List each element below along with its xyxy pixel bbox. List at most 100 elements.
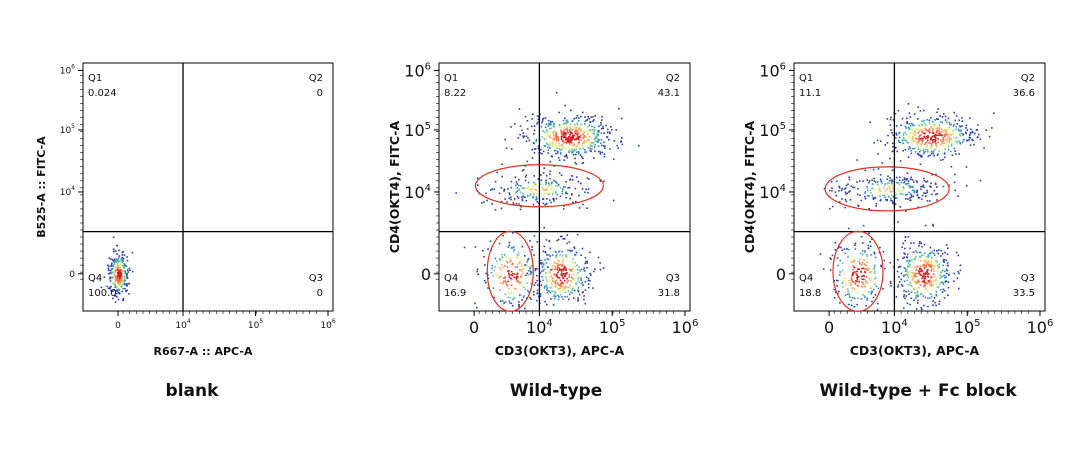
event-dot: [942, 288, 945, 291]
event-dot: [919, 149, 922, 152]
event-dot: [919, 251, 922, 254]
event-dot: [506, 261, 509, 264]
event-dot: [603, 141, 605, 144]
event-dot: [916, 145, 919, 147]
event-dot: [921, 276, 924, 278]
event-dot: [919, 284, 922, 286]
event-dot: [905, 183, 907, 185]
event-dot: [879, 140, 882, 142]
event-dot: [889, 185, 892, 188]
event-dot: [550, 142, 553, 144]
event-dot: [109, 272, 111, 274]
event-dot: [559, 235, 562, 238]
event-dot: [908, 273, 910, 275]
event-dot: [571, 292, 573, 294]
event-dot: [930, 261, 933, 263]
event-dot: [563, 133, 566, 135]
event-dot: [582, 284, 584, 286]
event-dot: [865, 268, 868, 270]
event-dot: [850, 261, 852, 263]
event-dot: [546, 134, 548, 136]
event-dot: [546, 131, 548, 134]
event-dot: [850, 277, 853, 279]
event-dot: [923, 125, 926, 127]
event-dot: [620, 117, 623, 120]
event-dot: [581, 145, 584, 148]
event-dot: [891, 179, 893, 181]
event-dot: [930, 295, 933, 298]
event-dot: [569, 131, 572, 133]
event-dot: [119, 266, 122, 268]
event-dot: [500, 275, 502, 278]
event-dot: [109, 277, 111, 280]
event-dot: [533, 254, 535, 256]
event-dot: [890, 197, 892, 200]
event-dot: [120, 272, 122, 274]
event-dot: [929, 124, 931, 126]
event-dot: [887, 193, 889, 196]
event-dot: [546, 291, 549, 294]
event-dot: [514, 266, 517, 268]
event-dot: [493, 188, 495, 191]
event-dot: [924, 143, 926, 145]
event-dot: [122, 299, 125, 301]
event-dot: [950, 123, 952, 126]
event-dot: [532, 196, 534, 198]
event-dot: [528, 185, 530, 188]
event-dot: [113, 268, 116, 271]
event-dot: [927, 261, 929, 264]
event-dot: [517, 256, 520, 259]
event-dot: [124, 278, 126, 280]
event-dot: [510, 302, 513, 305]
event-dot: [106, 285, 109, 288]
event-dot: [889, 118, 892, 121]
event-dot: [905, 178, 908, 180]
event-dot: [576, 176, 578, 178]
quadrant-value: 18.8: [799, 288, 821, 299]
event-dot: [917, 146, 920, 148]
event-dot: [911, 279, 914, 281]
event-dot: [574, 149, 576, 152]
event-dot: [547, 123, 550, 125]
event-dot: [915, 138, 917, 140]
event-dot: [883, 259, 886, 262]
event-dot: [557, 238, 560, 241]
event-dot: [558, 111, 560, 114]
event-dot: [926, 255, 928, 258]
event-dot: [564, 104, 566, 107]
event-dot: [110, 285, 112, 288]
event-dot: [547, 275, 549, 277]
event-dot: [899, 160, 902, 162]
event-dot: [572, 262, 574, 264]
event-dot: [925, 257, 928, 260]
event-dot: [914, 130, 916, 133]
event-dot: [864, 197, 867, 200]
event-dot: [588, 129, 591, 131]
event-dot: [842, 272, 845, 274]
event-dot: [910, 259, 912, 262]
event-dot: [858, 268, 861, 270]
event-dot: [584, 149, 586, 151]
event-dot: [559, 195, 562, 198]
event-dot: [867, 247, 870, 250]
event-dot: [530, 188, 532, 191]
event-dot: [608, 138, 610, 141]
event-dot: [936, 250, 938, 252]
event-dot: [877, 153, 879, 155]
event-dot: [937, 270, 939, 273]
event-dot: [899, 206, 902, 208]
event-dot: [900, 193, 903, 196]
event-dot: [533, 193, 535, 196]
event-dot: [923, 278, 925, 280]
y-tick-label: 0: [776, 265, 786, 284]
event-dot: [907, 142, 910, 144]
event-dot: [944, 148, 946, 150]
event-dot: [566, 234, 569, 236]
event-dot: [576, 122, 578, 124]
event-dot: [599, 153, 602, 155]
event-dot: [557, 139, 560, 142]
event-dot: [985, 129, 988, 131]
event-dot: [855, 280, 857, 282]
event-dot: [932, 225, 934, 227]
